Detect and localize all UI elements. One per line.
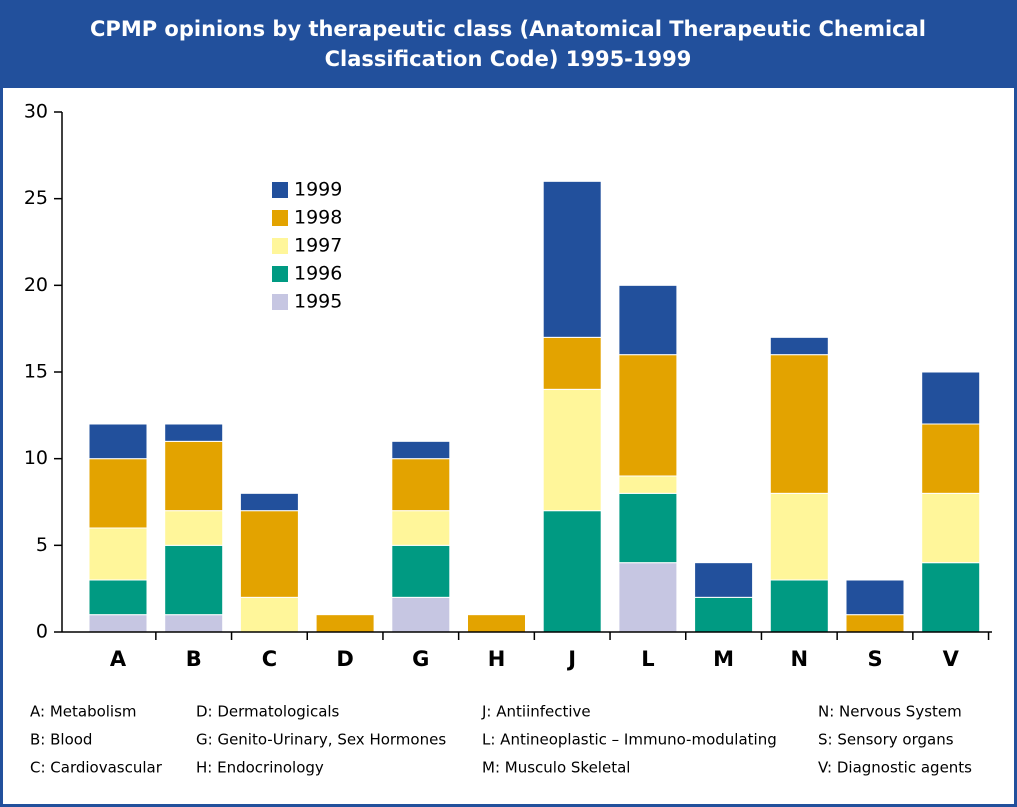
bar-segment — [239, 492, 299, 512]
legend-label: 1999 — [294, 179, 342, 201]
x-tick-label: C — [262, 647, 277, 671]
bar-segment — [391, 596, 451, 633]
y-tick-label: 25 — [24, 187, 48, 209]
x-tick-label: M — [713, 647, 734, 671]
note: S: Sensory organs — [818, 731, 954, 749]
bar-segment — [618, 354, 678, 477]
bar-segment — [694, 596, 754, 633]
y-tick-label: 5 — [36, 534, 48, 556]
legend-swatch — [272, 238, 288, 254]
note: C: Cardiovascular — [30, 759, 163, 777]
y-tick-label: 30 — [24, 101, 48, 123]
legend-swatch — [272, 294, 288, 310]
bar-segment — [769, 336, 829, 356]
bar-segment — [542, 180, 602, 338]
bar-segment — [618, 284, 678, 356]
note: G: Genito-Urinary, Sex Hormones — [196, 731, 446, 749]
x-tick-label: D — [336, 647, 353, 671]
bar-segment — [769, 579, 829, 633]
bar-segment — [88, 527, 148, 581]
note: L: Antineoplastic – Immuno-modulating — [482, 731, 777, 749]
note: N: Nervous System — [818, 703, 962, 721]
bar-segment — [618, 492, 678, 564]
bar-segment — [845, 614, 905, 633]
legend-label: 1995 — [294, 291, 342, 313]
x-tick-label: H — [488, 647, 506, 671]
bar-segment — [618, 475, 678, 494]
bar-segment — [88, 579, 148, 616]
y-tick-label: 20 — [24, 274, 48, 296]
legend-label: 1998 — [294, 207, 342, 229]
bar-segment — [164, 440, 224, 512]
x-tick-label: B — [186, 647, 202, 671]
title-band — [0, 0, 1017, 88]
legend-swatch — [272, 210, 288, 226]
bar-segment — [239, 510, 299, 598]
bar-segment — [921, 371, 981, 425]
bar-segment — [88, 458, 148, 529]
note: M: Musculo Skeletal — [482, 759, 630, 777]
bar-segment — [467, 614, 526, 633]
note: A: Metabolism — [30, 703, 137, 721]
legend-swatch — [272, 182, 288, 198]
bar-segment — [239, 596, 299, 633]
note: V: Diagnostic agents — [818, 759, 972, 777]
bar-segment — [391, 544, 451, 598]
note: H: Endocrinology — [196, 759, 324, 777]
bar-segment — [164, 614, 224, 633]
bar-segment — [921, 423, 981, 494]
bar-segment — [164, 544, 224, 616]
note: B: Blood — [30, 731, 92, 749]
bar-segment — [542, 336, 602, 390]
bar-segment — [164, 510, 224, 546]
bar-segment — [921, 562, 981, 633]
note: D: Dermatologicals — [196, 703, 340, 721]
x-tick-label: G — [412, 647, 429, 671]
x-tick-label: A — [110, 647, 127, 671]
bar-segment — [618, 562, 678, 633]
bar-segment — [164, 423, 224, 442]
legend-swatch — [272, 266, 288, 282]
bar-segment — [391, 458, 451, 512]
legend-label: 1997 — [294, 235, 342, 257]
x-tick-label: J — [566, 647, 576, 671]
bar-segment — [845, 579, 905, 616]
legend-label: 1996 — [294, 263, 342, 285]
bar-segment — [88, 614, 148, 633]
x-tick-label: L — [641, 647, 654, 671]
y-tick-label: 0 — [36, 621, 48, 643]
x-tick-label: S — [867, 647, 882, 671]
bar-segment — [542, 510, 602, 633]
chart-title: CPMP opinions by therapeutic class (Anat… — [90, 17, 926, 71]
bar-segment — [315, 614, 375, 633]
bar-segment — [769, 354, 829, 494]
bar-segment — [88, 423, 148, 460]
x-tick-label: N — [791, 647, 809, 671]
bar-segment — [391, 510, 451, 546]
y-tick-label: 15 — [24, 361, 48, 383]
bar-segment — [694, 562, 754, 598]
bar-segment — [769, 492, 829, 581]
y-tick-label: 10 — [24, 447, 48, 469]
note: J: Antiinfective — [481, 703, 591, 721]
bar-segment — [921, 492, 981, 564]
bar-segment — [391, 440, 451, 460]
bar-segment — [542, 388, 602, 512]
x-tick-label: V — [943, 647, 960, 671]
